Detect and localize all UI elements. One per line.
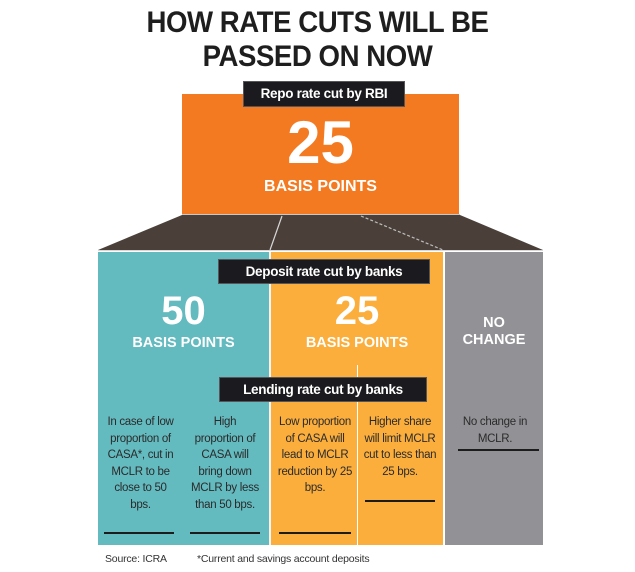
deposit-value-25: 25: [334, 289, 380, 333]
repo-rate-value: 25: [287, 109, 354, 176]
title-line-2: PASSED ON NOW: [202, 40, 433, 73]
deposit-rate-tag: Deposit rate cut by banks: [218, 259, 430, 284]
deposit-unit-25: BASIS POINTS: [305, 335, 409, 351]
repo-rate-unit: BASIS POINTS: [264, 178, 377, 195]
deposit-unit-50: BASIS POINTS: [132, 335, 235, 351]
deposit-unit-change: CHANGE: [462, 332, 526, 348]
note-rule: [279, 532, 351, 534]
lending-note-high-share-25: Higher share will limit MCLR cut to less…: [363, 416, 437, 478]
note-rule: [190, 532, 260, 534]
note-rule: [458, 449, 539, 451]
note-rule: [365, 500, 435, 502]
panel-no-change: [445, 252, 543, 545]
lending-note-low-casa-25: Low proportion of CASA will lead to MCLR…: [277, 416, 353, 494]
lending-rate-tag: Lending rate cut by banks: [219, 377, 427, 402]
title-line-1: HOW RATE CUTS WILL BE: [146, 6, 489, 39]
source-note: Source: ICRA: [105, 553, 167, 565]
deposit-value-no: NO: [483, 315, 505, 331]
repo-rate-box: [182, 94, 459, 214]
deposit-value-50: 50: [161, 289, 206, 333]
amber-divider: [357, 365, 358, 545]
lending-note-high-casa-50: High proportion of CASA will bring down …: [191, 416, 259, 511]
repo-rate-tag: Repo rate cut by RBI: [243, 81, 405, 107]
infographic-title: HOW RATE CUTS WILL BE PASSED ON NOW: [25, 6, 609, 74]
note-rule: [104, 532, 174, 534]
lending-note-no-change: No change in MCLR.: [462, 416, 528, 445]
connector-trapezoid: [98, 214, 543, 251]
lending-note-low-casa-50: In case of low proportion of CASA*, cut …: [107, 416, 174, 511]
footnote: *Current and savings account deposits: [197, 553, 370, 565]
